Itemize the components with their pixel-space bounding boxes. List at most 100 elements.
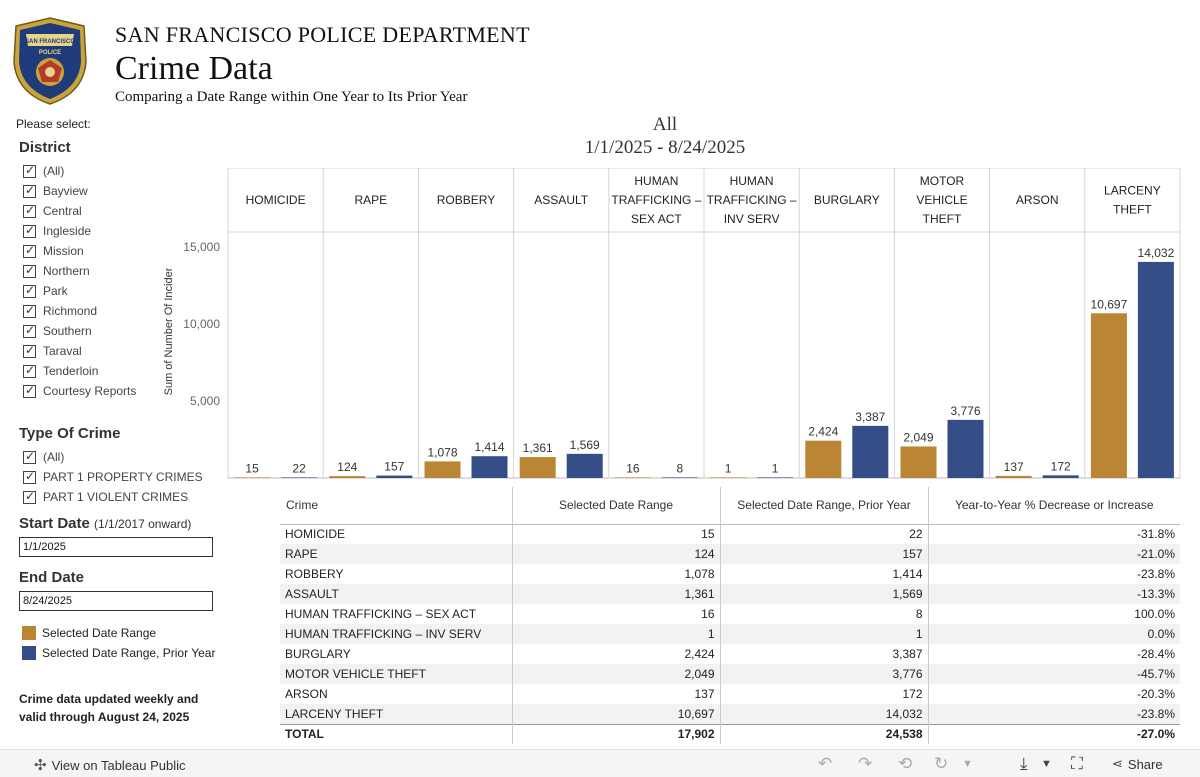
crime-type-option-all[interactable]: (All)	[23, 447, 203, 467]
category-header-arson[interactable]: ARSON	[1016, 193, 1059, 207]
checkbox-checked-icon[interactable]	[23, 203, 36, 218]
col-header-prior-year[interactable]: Selected Date Range, Prior Year	[720, 487, 929, 525]
checkbox-checked-icon[interactable]	[23, 183, 36, 198]
category-header-assault[interactable]: ASSAULT	[534, 193, 588, 207]
cell-selected: 1,078	[512, 564, 721, 584]
district-option-all[interactable]: (All)	[23, 161, 136, 181]
district-option-richmond[interactable]: Richmond	[23, 301, 136, 321]
category-header-rape[interactable]: RAPE	[354, 193, 387, 207]
checkbox-checked-icon[interactable]	[23, 489, 36, 504]
checkbox-checked-icon[interactable]	[23, 163, 36, 178]
legend-item-prior-year[interactable]: Selected Date Range, Prior Year	[22, 643, 215, 663]
download-icon[interactable]: ⤓	[1020, 754, 1028, 773]
district-option-taraval[interactable]: Taraval	[23, 341, 136, 361]
crime-type-option-part-1-property-crimes[interactable]: PART 1 PROPERTY CRIMES	[23, 467, 203, 487]
category-header-homicide[interactable]: HOMICIDE	[246, 193, 306, 207]
bar-prior-year-homicide[interactable]	[281, 477, 318, 478]
start-date-input[interactable]	[19, 537, 213, 557]
district-option-bayview[interactable]: Bayview	[23, 181, 136, 201]
table-row: BURGLARY 2,424 3,387 -28.4%	[280, 644, 1180, 664]
category-header-motor-vehicle-theft[interactable]: THEFT	[923, 212, 962, 226]
crime-type-option-part-1-violent-crimes[interactable]: PART 1 VIOLENT CRIMES	[23, 487, 203, 507]
cell-change: 0.0%	[928, 624, 1180, 644]
checkbox-checked-icon[interactable]	[23, 303, 36, 318]
download-dropdown-icon[interactable]: ▼	[1041, 758, 1052, 770]
bar-selected-burglary[interactable]	[805, 440, 842, 478]
checkbox-checked-icon[interactable]	[23, 283, 36, 298]
category-header-human-trafficking-inv-serv[interactable]: HUMAN	[730, 174, 774, 188]
bar-selected-rape[interactable]	[329, 476, 366, 478]
checkbox-checked-icon[interactable]	[23, 343, 36, 358]
tableau-toolbar: ✣ View on Tableau Public ↶ ↷ ⟲ ↻ ▼ ⤓ ▼ ⛶…	[0, 749, 1200, 777]
y-tick-label: 10,000	[183, 317, 220, 331]
category-header-larceny-theft[interactable]: THEFT	[1113, 203, 1152, 217]
district-option-ingleside[interactable]: Ingleside	[23, 221, 136, 241]
category-header-motor-vehicle-theft[interactable]: MOTOR	[920, 174, 965, 188]
category-header-human-trafficking-inv-serv[interactable]: INV SERV	[724, 212, 780, 226]
district-option-northern[interactable]: Northern	[23, 261, 136, 281]
bar-prior-year-robbery[interactable]	[471, 456, 508, 478]
bar-prior-year-rape[interactable]	[376, 475, 413, 478]
start-date-hint: (1/1/2017 onward)	[94, 517, 192, 531]
district-option-central[interactable]: Central	[23, 201, 136, 221]
bar-selected-arson[interactable]	[995, 475, 1032, 478]
col-header-selected[interactable]: Selected Date Range	[512, 487, 721, 525]
refresh-icon[interactable]: ↻	[934, 754, 949, 773]
category-header-human-trafficking-sex-act[interactable]: TRAFFICKING –	[611, 193, 701, 207]
view-on-tableau-link[interactable]: ✣ View on Tableau Public	[34, 756, 186, 774]
col-header-change[interactable]: Year-to-Year % Decrease or Increase	[928, 487, 1180, 525]
refresh-dropdown-icon[interactable]: ▼	[962, 758, 973, 770]
checkbox-checked-icon[interactable]	[23, 263, 36, 278]
category-header-human-trafficking-sex-act[interactable]: HUMAN	[634, 174, 678, 188]
bar-selected-robbery[interactable]	[424, 461, 461, 478]
bar-selected-human-trafficking-sex-act[interactable]	[614, 477, 651, 478]
category-header-robbery[interactable]: ROBBERY	[437, 193, 495, 207]
legend-item-selected[interactable]: Selected Date Range	[22, 623, 215, 643]
share-label: Share	[1127, 756, 1163, 772]
bar-selected-motor-vehicle-theft[interactable]	[900, 446, 937, 478]
fullscreen-icon[interactable]: ⛶	[1071, 754, 1083, 773]
bar-prior-year-arson[interactable]	[1042, 475, 1079, 478]
checkbox-checked-icon[interactable]	[23, 223, 36, 238]
category-header-human-trafficking-inv-serv[interactable]: TRAFFICKING –	[707, 193, 797, 207]
bar-selected-human-trafficking-inv-serv[interactable]	[710, 477, 747, 478]
checkbox-checked-icon[interactable]	[23, 243, 36, 258]
sfpd-badge-logo: SAN FRANCISCO POLICE	[13, 17, 87, 105]
bar-selected-larceny-theft[interactable]	[1090, 313, 1127, 478]
checkbox-checked-icon[interactable]	[23, 383, 36, 398]
district-option-southern[interactable]: Southern	[23, 321, 136, 341]
district-option-tenderloin[interactable]: Tenderloin	[23, 361, 136, 381]
revert-icon[interactable]: ⟲	[898, 754, 913, 773]
bar-prior-year-larceny-theft[interactable]	[1137, 261, 1174, 478]
category-header-larceny-theft[interactable]: LARCENY	[1104, 184, 1161, 198]
district-option-courtesy-reports[interactable]: Courtesy Reports	[23, 381, 136, 401]
category-header-human-trafficking-sex-act[interactable]: SEX ACT	[631, 212, 682, 226]
checkbox-checked-icon[interactable]	[23, 323, 36, 338]
bar-prior-year-burglary[interactable]	[852, 425, 889, 478]
redo-icon[interactable]: ↷	[858, 754, 873, 773]
end-date-input[interactable]	[19, 591, 213, 611]
bar-prior-year-assault[interactable]	[566, 453, 603, 478]
cell-change: -28.4%	[1136, 647, 1175, 661]
table-row: ASSAULT 1,361 1,569 -13.3%	[280, 584, 1180, 604]
bar-prior-year-human-trafficking-inv-serv[interactable]	[757, 477, 794, 478]
checkbox-checked-icon[interactable]	[23, 449, 36, 464]
cell-crime: HUMAN TRAFFICKING – SEX ACT	[280, 604, 513, 624]
col-header-crime[interactable]: Crime	[280, 487, 513, 525]
undo-icon[interactable]: ↶	[818, 754, 833, 773]
bar-selected-homicide[interactable]	[234, 477, 271, 478]
crime-bar-chart[interactable]: HOMICIDE RAPE ROBBERY ASSAULT HUMAN TRAFFICKI…	[160, 168, 1182, 482]
share-button[interactable]: ⋖ Share	[1112, 756, 1163, 772]
bar-prior-year-human-trafficking-sex-act[interactable]	[661, 477, 698, 478]
category-header-burglary[interactable]: BURGLARY	[814, 193, 880, 207]
cell-prior-year: 172	[720, 684, 929, 704]
district-option-mission[interactable]: Mission	[23, 241, 136, 261]
checkbox-checked-icon[interactable]	[23, 363, 36, 378]
category-header-motor-vehicle-theft[interactable]: VEHICLE	[916, 193, 967, 207]
cell-selected: 15	[512, 524, 721, 544]
bar-selected-assault[interactable]	[519, 457, 556, 478]
checkbox-checked-icon[interactable]	[23, 469, 36, 484]
table-total-row: TOTAL 17,902 24,538 -27.0%	[280, 723, 1180, 744]
district-option-park[interactable]: Park	[23, 281, 136, 301]
bar-prior-year-motor-vehicle-theft[interactable]	[947, 419, 984, 478]
